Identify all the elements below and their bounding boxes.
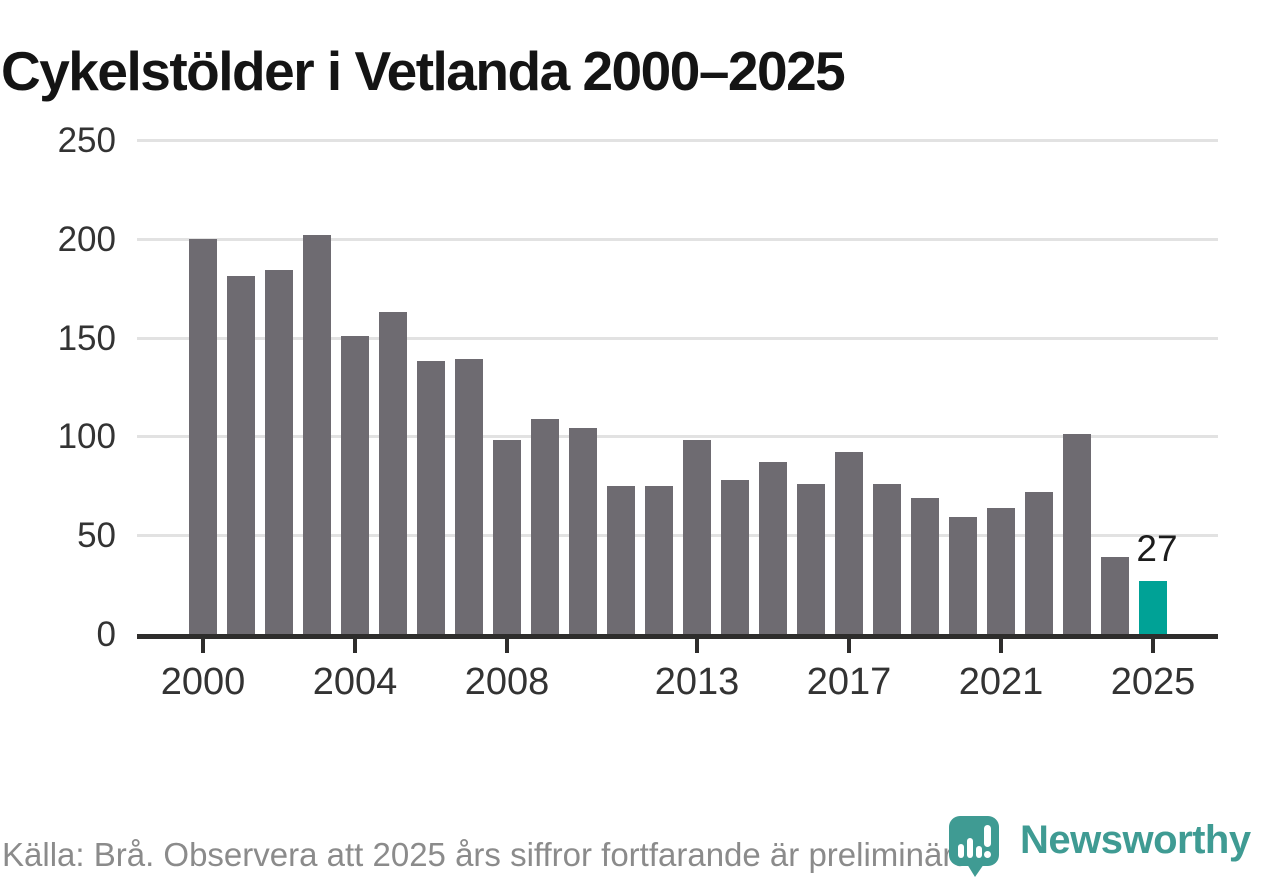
newsworthy-logo-icon — [949, 816, 999, 877]
bar-2014 — [721, 479, 749, 637]
bar-2012 — [645, 485, 673, 637]
bar-chart: 0 50 100 150 200 250 27 2000 2004 2008 2013 2017 202… — [57, 121, 1218, 703]
x-tick-2017 — [847, 634, 851, 653]
gridline-100 — [137, 435, 1218, 439]
bar-2015 — [759, 462, 787, 637]
x-axis-label-2008: 2008 — [464, 661, 550, 703]
bar-2010 — [569, 428, 597, 637]
bar-2018 — [873, 483, 901, 637]
y-axis-label-200: 200 — [57, 219, 116, 259]
newsworthy-wordmark: Newsworthy — [1020, 818, 1251, 862]
gridline-250 — [137, 139, 1218, 142]
x-axis-label-2021: 2021 — [958, 661, 1044, 703]
gridline-50 — [137, 534, 1218, 538]
bar-2001 — [227, 276, 255, 637]
x-tick-2013 — [695, 634, 699, 653]
bar-2023 — [1063, 434, 1091, 637]
gridline-150 — [137, 336, 1218, 340]
y-axis-label-150: 150 — [57, 318, 116, 358]
bar-2017 — [835, 452, 863, 637]
bar-2005 — [379, 311, 407, 637]
y-axis-label-0: 0 — [96, 615, 116, 654]
x-axis-label-2004: 2004 — [312, 661, 398, 703]
bar-2024 — [1101, 556, 1129, 637]
newsworthy-logo: Newsworthy — [948, 815, 1251, 877]
x-tick-2008 — [505, 634, 509, 653]
x-tick-2025 — [1151, 634, 1155, 653]
bar-2011 — [607, 485, 635, 637]
bar-2007 — [455, 359, 483, 637]
x-tick-2004 — [353, 634, 357, 653]
y-axis-label-50: 50 — [77, 516, 116, 556]
bar-2000 — [189, 238, 217, 637]
bar-2019 — [911, 497, 939, 637]
bar-2013 — [683, 440, 711, 637]
bar-2006 — [417, 361, 445, 637]
x-tick-2000 — [201, 634, 205, 653]
x-axis-label-2000: 2000 — [160, 661, 246, 703]
y-axis-label-250: 250 — [57, 121, 116, 160]
bar-2003 — [303, 234, 331, 637]
bar-2021 — [987, 507, 1015, 637]
bar-2009 — [531, 418, 559, 637]
bar-2008 — [493, 440, 521, 637]
source-note: Källa: Brå. Observera att 2025 års siffr… — [2, 836, 981, 873]
y-axis-label-100: 100 — [57, 417, 116, 457]
gridline-200 — [137, 237, 1218, 241]
x-axis-label-2017: 2017 — [806, 661, 892, 703]
bar-2020 — [949, 517, 977, 637]
x-axis-line — [137, 634, 1218, 639]
x-tick-2021 — [999, 634, 1003, 653]
x-axis-label-2025: 2025 — [1110, 661, 1196, 703]
chart-title: Cykelstölder i Vetlanda 2000–2025 — [1, 39, 846, 102]
bar-2002 — [265, 270, 293, 637]
bar-2022 — [1025, 491, 1053, 637]
bar-2025 — [1139, 580, 1167, 637]
bar-2016 — [797, 483, 825, 637]
x-axis-label-2013: 2013 — [654, 661, 740, 703]
highlight-value-label: 27 — [1136, 527, 1178, 569]
bar-2004 — [341, 335, 369, 637]
